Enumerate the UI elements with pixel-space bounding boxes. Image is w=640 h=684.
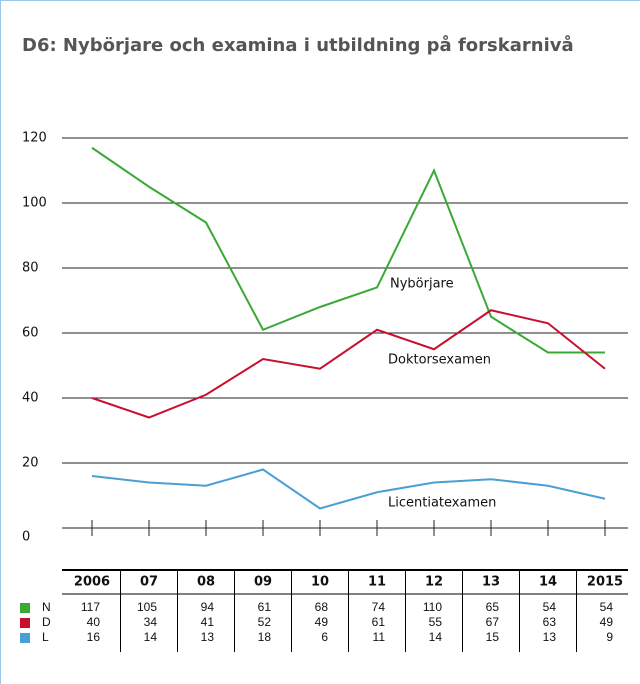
table-cell: 67 bbox=[486, 615, 500, 629]
table-cell: 52 bbox=[258, 615, 272, 629]
table-cell: 13 bbox=[543, 630, 557, 644]
table-header: 2015 bbox=[587, 575, 623, 590]
annotation: Doktorsexamen bbox=[388, 353, 491, 368]
table-cell: 16 bbox=[87, 630, 101, 644]
table-cell: 61 bbox=[372, 615, 386, 629]
table-header: 2006 bbox=[74, 575, 110, 590]
table-cell: 65 bbox=[486, 600, 500, 614]
annotation: Licentiatexamen bbox=[388, 496, 496, 511]
legend-swatch bbox=[20, 618, 30, 628]
table-header: 11 bbox=[368, 575, 386, 590]
line bbox=[91, 309, 606, 419]
table-cell: 63 bbox=[543, 615, 557, 629]
table-header: 14 bbox=[539, 575, 557, 590]
table-header: 10 bbox=[311, 575, 329, 590]
y-tick-label: 100 bbox=[22, 196, 47, 211]
table-cell: 6 bbox=[321, 630, 328, 644]
legend-label: D bbox=[42, 615, 51, 629]
y-tick-label: 60 bbox=[22, 326, 39, 341]
table-cell: 9 bbox=[606, 630, 613, 644]
legend-swatch bbox=[20, 603, 30, 613]
y-tick-label: 0 bbox=[22, 530, 30, 545]
table-header: 13 bbox=[482, 575, 500, 590]
table-cell: 94 bbox=[201, 600, 215, 614]
table-header: 07 bbox=[140, 575, 158, 590]
table-cell: 110 bbox=[423, 600, 442, 614]
line bbox=[91, 468, 606, 510]
table-cell: 14 bbox=[429, 630, 443, 644]
table-header: 12 bbox=[425, 575, 443, 590]
table-cell: 117 bbox=[81, 600, 100, 614]
table-cell: 105 bbox=[137, 600, 157, 614]
table-cell: 74 bbox=[372, 600, 386, 614]
legend-label: L bbox=[42, 630, 49, 644]
y-tick-label: 20 bbox=[22, 456, 39, 471]
table-cell: 49 bbox=[600, 615, 614, 629]
table-cell: 54 bbox=[600, 600, 614, 614]
table-cell: 13 bbox=[201, 630, 215, 644]
table-header: 09 bbox=[254, 575, 272, 590]
y-tick-label: 120 bbox=[22, 131, 47, 146]
table-cell: 68 bbox=[315, 600, 329, 614]
table-cell: 34 bbox=[144, 615, 158, 629]
chart-title: D6: Nybörjare och examina i utbildning p… bbox=[22, 34, 574, 56]
table-cell: 40 bbox=[87, 615, 101, 629]
table-cell: 54 bbox=[543, 600, 557, 614]
table-cell: 18 bbox=[258, 630, 272, 644]
line bbox=[91, 146, 605, 354]
legend-swatch bbox=[20, 633, 30, 643]
annotation: Nybörjare bbox=[390, 277, 454, 292]
table-cell: 61 bbox=[258, 600, 272, 614]
table-cell: 49 bbox=[315, 615, 329, 629]
y-tick-label: 40 bbox=[22, 391, 39, 406]
table-cell: 15 bbox=[486, 630, 500, 644]
table-cell: 41 bbox=[201, 615, 215, 629]
table-cell: 55 bbox=[429, 615, 443, 629]
table-header: 08 bbox=[197, 575, 215, 590]
y-tick-label: 80 bbox=[22, 261, 39, 276]
table-cell: 11 bbox=[373, 630, 386, 644]
table-cell: 14 bbox=[144, 630, 158, 644]
legend-label: N bbox=[42, 600, 51, 614]
